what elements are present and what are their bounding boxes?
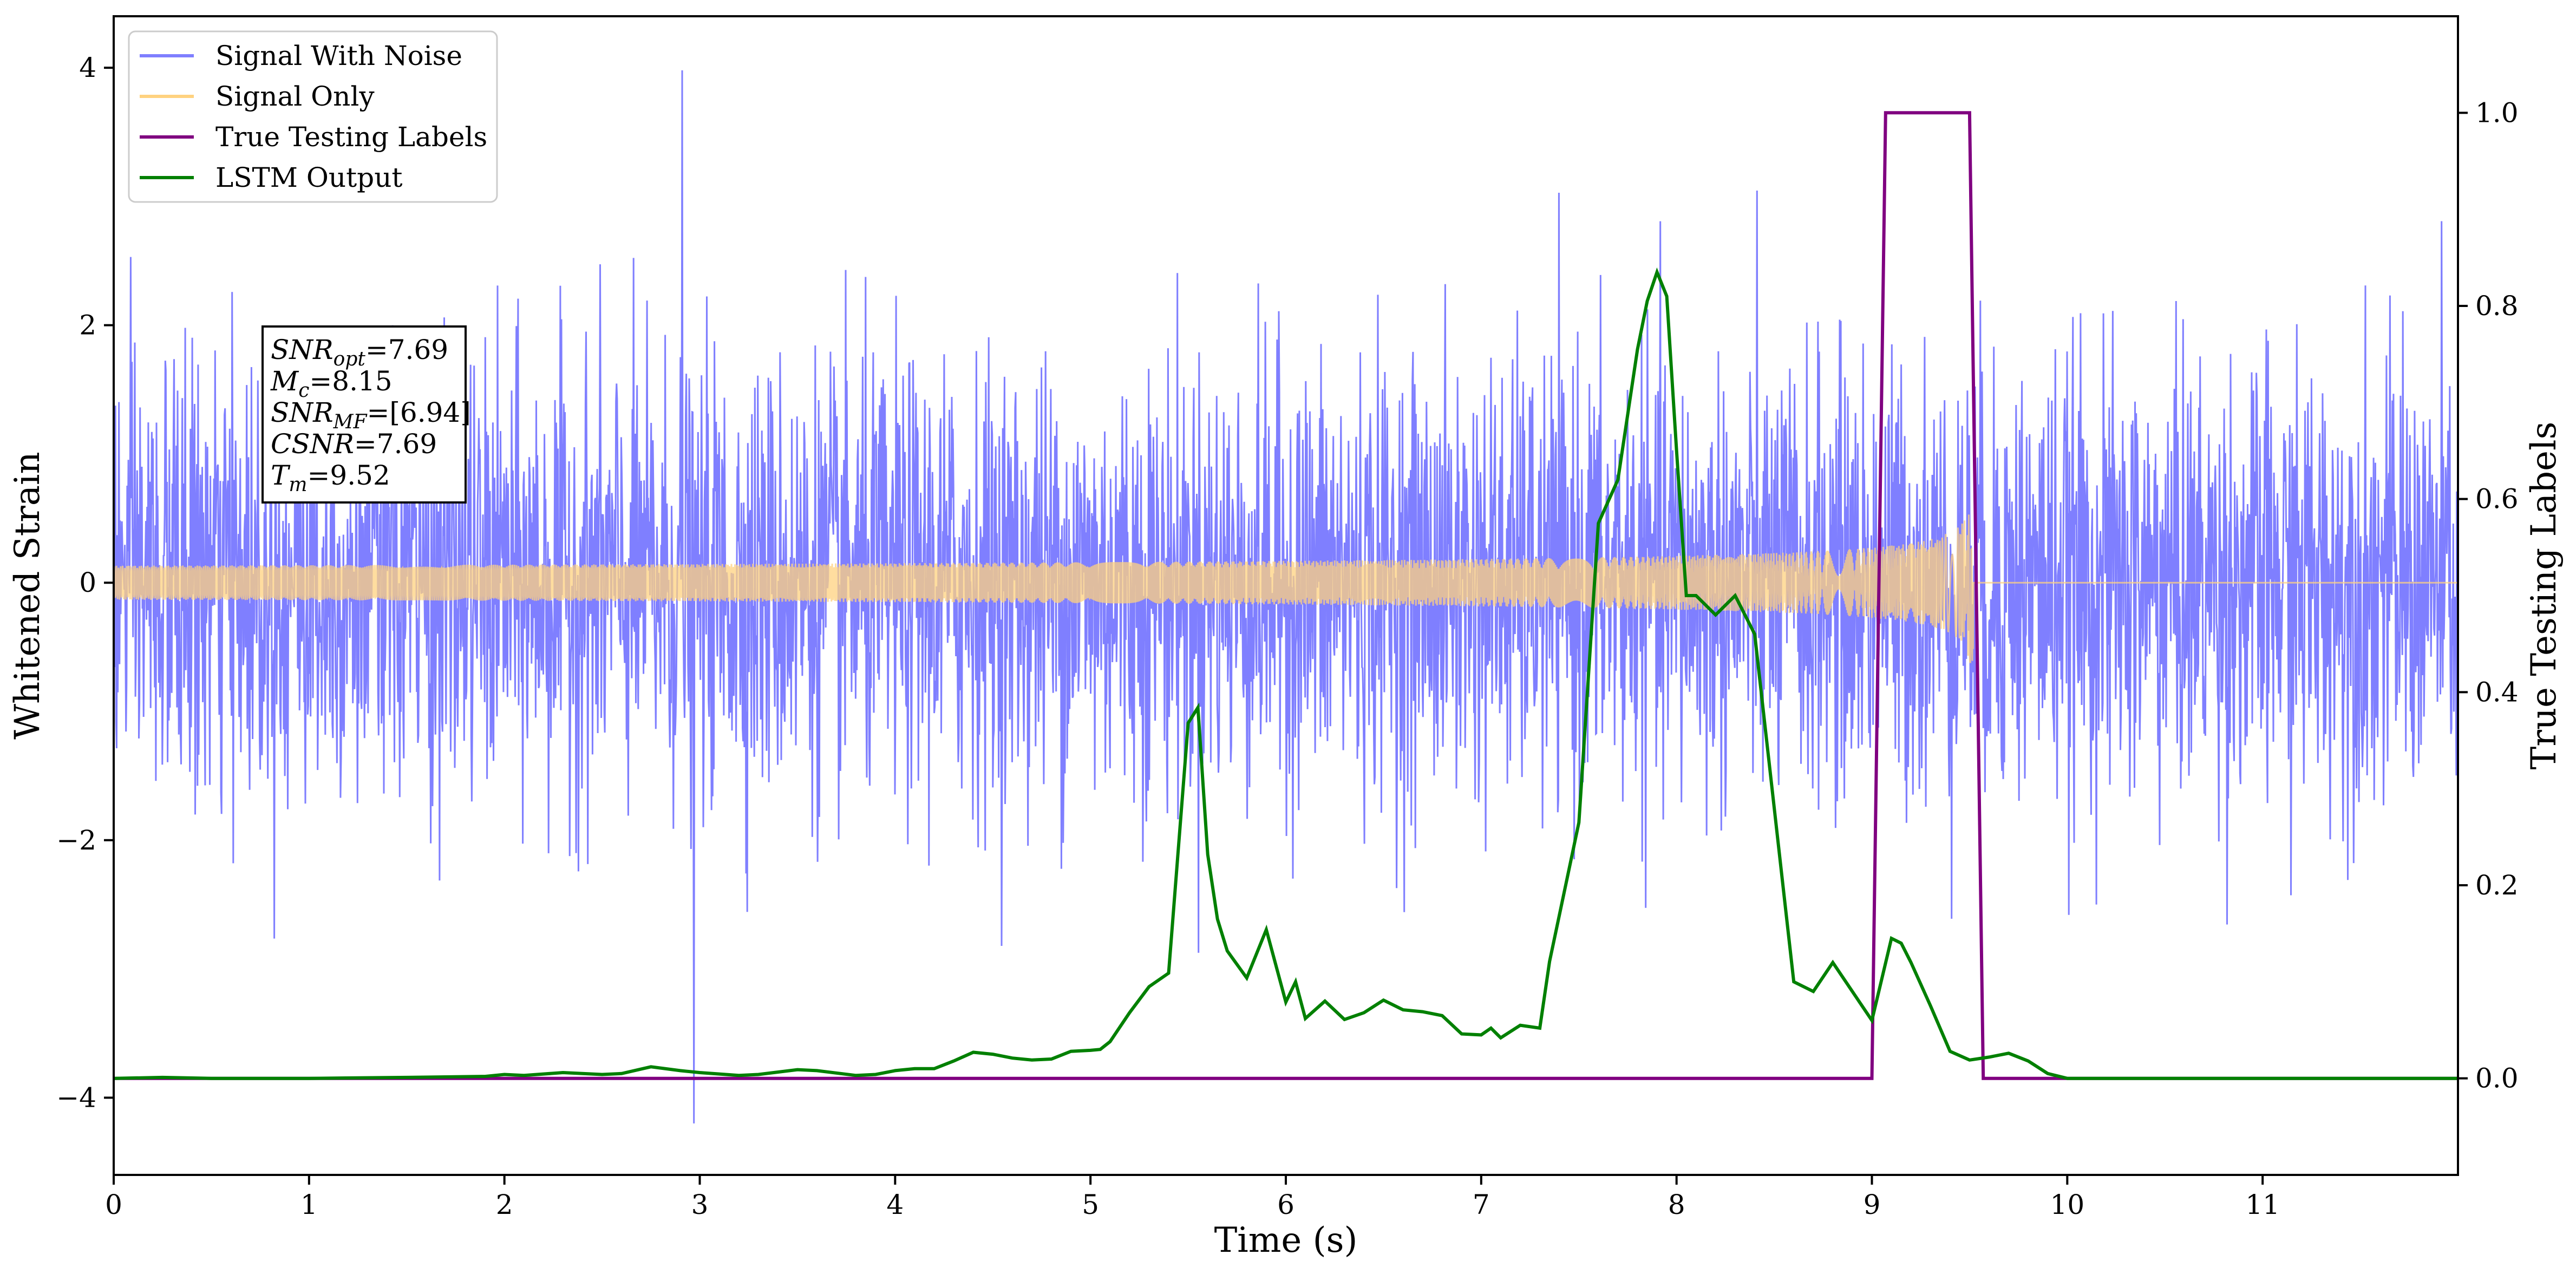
y-right-tick-label: 1.0	[2475, 97, 2519, 128]
legend-box	[128, 30, 498, 203]
y-right-tick-label: 0.8	[2475, 290, 2519, 322]
legend-label-true-testing-labels: True Testing Labels	[215, 121, 487, 153]
x-tick-label: 11	[2245, 1189, 2280, 1220]
y-left-tick-label: 2	[79, 310, 96, 341]
stats-box	[261, 325, 467, 504]
stats-line: Tm=9.52	[271, 460, 390, 496]
x-tick-label: 0	[105, 1189, 122, 1220]
y-left-tick-label: 0	[79, 567, 96, 598]
x-axis-label: Time (s)	[1214, 1220, 1358, 1260]
y-left-tick-label: −2	[56, 825, 96, 856]
stats-line: CSNR=7.69	[271, 428, 437, 460]
y-left-tick-label: 4	[79, 52, 96, 83]
x-tick-label: 4	[886, 1189, 904, 1220]
x-tick-label: 8	[1668, 1189, 1685, 1220]
x-tick-label: 10	[2050, 1189, 2085, 1220]
x-tick-label: 2	[496, 1189, 513, 1220]
y-right-tick-label: 0.6	[2475, 484, 2519, 515]
stats-line: Mc=8.15	[270, 365, 393, 402]
x-tick-label: 1	[300, 1189, 318, 1220]
series-signal-with-noise	[114, 70, 2458, 1123]
x-tick-label: 3	[691, 1189, 709, 1220]
legend: Signal With Noise Signal Only True Testi…	[128, 30, 498, 203]
y-right-tick-label: 0.2	[2475, 870, 2519, 901]
y-right-tick-label: 0.4	[2475, 676, 2519, 708]
stats-line: SNRopt=7.69	[271, 334, 448, 370]
y-left-tick-label: −4	[56, 1082, 96, 1113]
stats-line: SNRMF=[6.94]	[271, 397, 471, 433]
x-tick-label: 7	[1473, 1189, 1490, 1220]
y-right-tick-label: 0.0	[2475, 1063, 2519, 1094]
x-tick-label: 5	[1082, 1189, 1099, 1220]
y-axis-right-label: True Testing Labels	[2524, 422, 2564, 770]
x-tick-label: 6	[1277, 1189, 1294, 1220]
legend-label-lstm-output: LSTM Output	[215, 162, 402, 193]
x-tick-label: 9	[1864, 1189, 1881, 1220]
y-axis-left-label: Whitened Strain	[8, 452, 48, 739]
legend-label-signal-with-noise: Signal With Noise	[215, 40, 462, 71]
series-lstm-output	[114, 267, 2458, 1080]
series-signal-only	[114, 514, 2458, 663]
stats-annotation: SNRopt=7.69Mc=8.15SNRMF=[6.94]CSNR=7.69T…	[261, 325, 471, 504]
legend-label-signal-only: Signal Only	[215, 81, 375, 112]
